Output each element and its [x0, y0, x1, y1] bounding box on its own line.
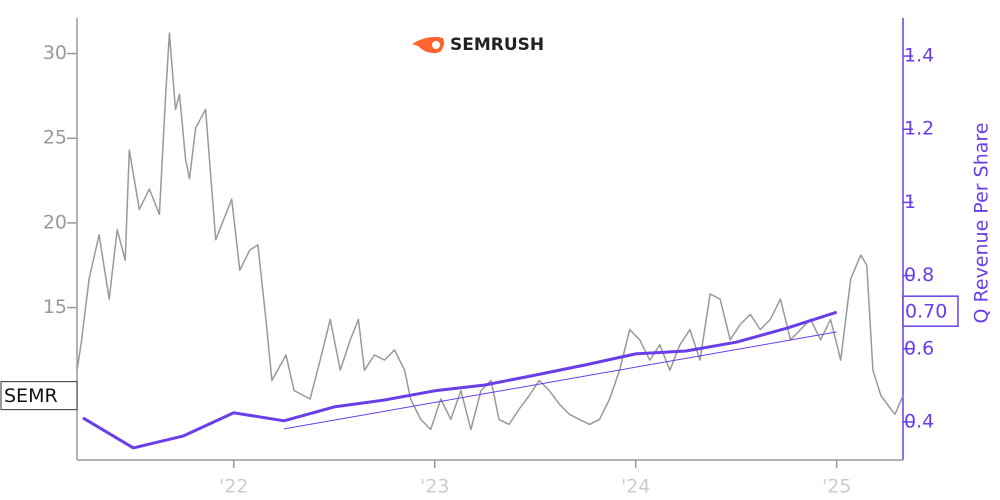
- ticker-label: SEMR: [4, 385, 58, 407]
- x-tick-label: '25: [822, 476, 851, 498]
- x-tick-label: '22: [219, 476, 248, 498]
- series-line: [82, 310, 838, 450]
- y-tick-label: 15: [43, 296, 67, 318]
- y2-tick-label: 1: [904, 191, 916, 213]
- y2-tick-label: 0.6: [904, 337, 934, 359]
- value-tag: [902, 295, 959, 327]
- y2-tick-label: 0.4: [904, 410, 934, 432]
- y-tick-label: 25: [43, 127, 67, 149]
- y-tick-label: 20: [43, 211, 67, 233]
- x-tick-label: '24: [621, 476, 650, 498]
- y2-axis-label: Q Revenue Per Share: [971, 123, 993, 324]
- x-tick-label: '23: [420, 476, 449, 498]
- y-tick-label: 30: [43, 42, 67, 64]
- logo-icon-dot: [432, 41, 440, 49]
- logo-text: SEMRUSH: [450, 35, 544, 55]
- y2-tick-label: 1.2: [904, 118, 934, 140]
- value-label: 0.70: [905, 301, 947, 323]
- series-line: [76, 32, 904, 431]
- y2-tick-label: 1.4: [904, 45, 934, 67]
- y2-tick-label: 0.8: [904, 264, 934, 286]
- logo: SEMRUSH: [412, 35, 544, 55]
- series-line: [283, 331, 837, 430]
- ticker-tag: [0, 381, 78, 411]
- logo-icon: [412, 36, 444, 54]
